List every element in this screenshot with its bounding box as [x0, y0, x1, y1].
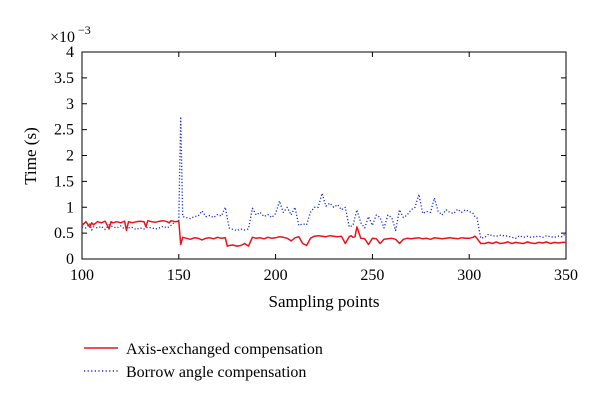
y-tick-label: 4 [66, 44, 74, 61]
x-tick-label: 200 [264, 267, 288, 284]
y-axis-label: Time (s) [21, 127, 40, 184]
legend-label-axis-exchanged: Axis-exchanged compensation [126, 341, 323, 358]
x-tick-label: 100 [70, 267, 94, 284]
y-tick-label: 0.5 [54, 225, 74, 242]
y-tick-label: 1 [66, 199, 74, 216]
series-line-borrow-angle [81, 116, 567, 239]
series-layer [81, 116, 567, 247]
x-axis-label: Sampling points [269, 292, 380, 311]
series-line-axis-exchanged [81, 219, 566, 247]
y-tick-label: 3.5 [54, 70, 74, 87]
legend-label-borrow-angle: Borrow angle compensation [126, 364, 306, 381]
plot-area-frame [81, 51, 567, 260]
y-tick-label: 2.5 [54, 122, 74, 139]
label-layer: 100 150 200 250 300 350 0 0.5 1 1.5 2 2.5 3 3.5 4 [54, 44, 578, 284]
y-tick-label: 0 [66, 251, 74, 268]
y-multiplier-base: ×10 [50, 29, 75, 46]
x-tick-label: 300 [457, 267, 481, 284]
x-tick-label: 350 [554, 267, 578, 284]
x-tick-label: 150 [167, 267, 191, 284]
tick-layer [81, 51, 567, 260]
legend: Axis-exchanged compensation Borrow angle… [84, 341, 323, 381]
y-tick-label: 1.5 [54, 173, 74, 190]
y-multiplier-exponent: −3 [78, 23, 91, 37]
x-tick-label: 250 [360, 267, 384, 284]
y-tick-label: 2 [66, 148, 74, 165]
y-tick-label: 3 [66, 96, 74, 113]
